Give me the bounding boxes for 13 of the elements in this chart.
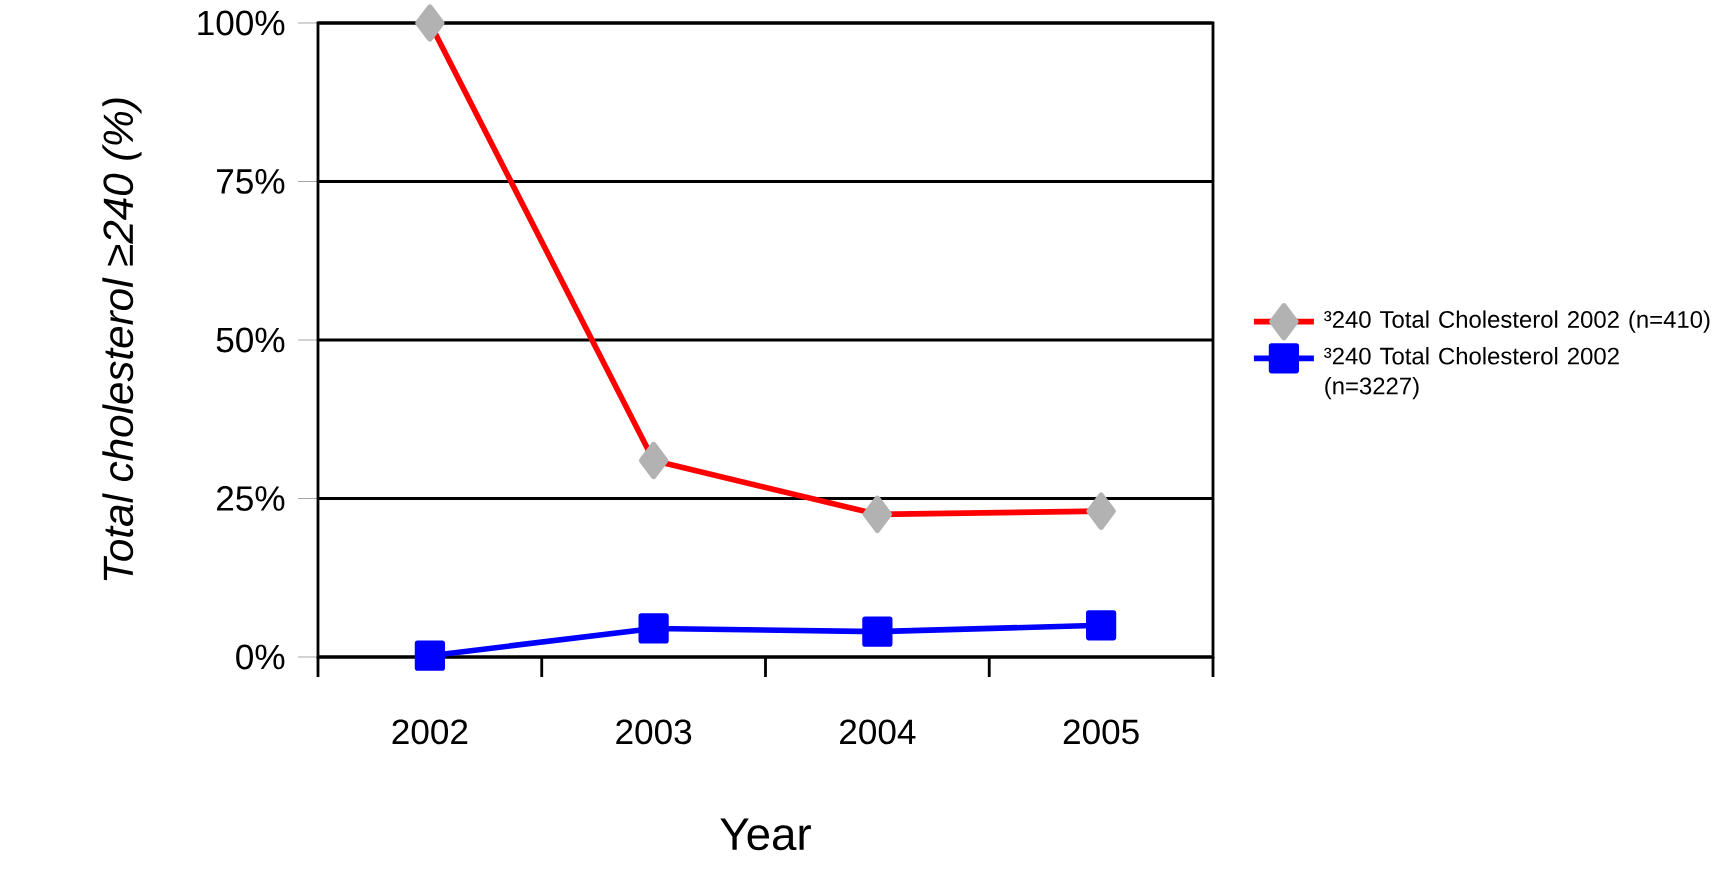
x-tick-label: 2005: [1063, 719, 1139, 745]
y-axis-title: Total cholesterol ≥240 (%): [102, 98, 142, 581]
y-tick-label: 100%: [198, 10, 285, 36]
x-tick-label: 2003: [616, 719, 692, 745]
x-axis-title: Year: [720, 818, 811, 851]
x-tick-label: 2004: [840, 719, 916, 745]
y-tick-label: 75%: [217, 169, 285, 194]
y-tick-label: 50%: [216, 327, 285, 353]
legend-label: ³240 Total Cholesterol 2002 (n=410): [1324, 310, 1710, 333]
y-tick-label: 0%: [236, 644, 285, 670]
y-tick-label: 25%: [217, 486, 285, 511]
x-tick-label: 2002: [392, 719, 468, 745]
legend-label: ³240 Total Cholesterol 2002 (n=3227): [1324, 347, 1619, 400]
